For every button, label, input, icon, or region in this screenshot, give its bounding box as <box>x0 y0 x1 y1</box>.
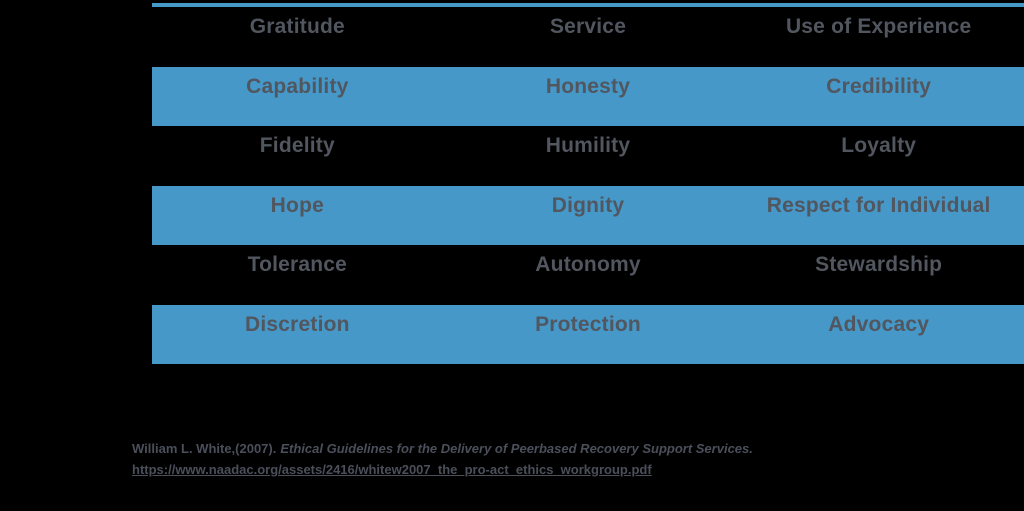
table-row: Gratitude Service Use of Experience <box>152 7 1024 67</box>
table-row: Tolerance Autonomy Stewardship <box>152 245 1024 305</box>
table-cell: Tolerance <box>247 253 348 276</box>
table-cell: Respect for Individual <box>766 193 991 217</box>
table-row: Hope Dignity Respect for Individual <box>152 185 1024 245</box>
table-cell: Honesty <box>545 74 631 98</box>
table-top-border <box>152 3 1024 7</box>
table-row: Fidelity Humility Loyalty <box>152 126 1024 186</box>
citation-link[interactable]: https://www.naadac.org/assets/2416/white… <box>132 462 652 477</box>
table-row: Capability Honesty Credibility <box>152 66 1024 126</box>
table-cell: Hope <box>270 193 324 217</box>
citation-author: William L. White,(2007). <box>132 441 277 456</box>
table-cell: Fidelity <box>259 134 335 157</box>
table-cell: Discretion <box>244 312 350 336</box>
table-cell: Protection <box>535 312 641 336</box>
citation: William L. White,(2007). Ethical Guidelin… <box>132 440 753 477</box>
table-row: Discretion Protection Advocacy <box>152 304 1024 364</box>
citation-text-line: William L. White,(2007). Ethical Guidelin… <box>132 440 753 457</box>
table-cell: Autonomy <box>535 253 641 276</box>
table-cell: Loyalty <box>841 134 917 157</box>
table-cell: Capability <box>246 74 349 98</box>
table-cell: Gratitude <box>249 15 345 38</box>
table-cell: Humility <box>545 134 631 157</box>
table-cell: Use of Experience <box>785 15 972 38</box>
citation-title: Ethical Guidelines for the Delivery of P… <box>280 441 753 456</box>
table-cell: Credibility <box>826 74 932 98</box>
ethics-values-table: Gratitude Service Use of Experience Capa… <box>152 3 1024 364</box>
table-cell: Advocacy <box>828 312 930 336</box>
table-cell: Stewardship <box>815 253 943 276</box>
table-cell: Service <box>549 15 627 38</box>
table-cell: Dignity <box>551 193 625 217</box>
